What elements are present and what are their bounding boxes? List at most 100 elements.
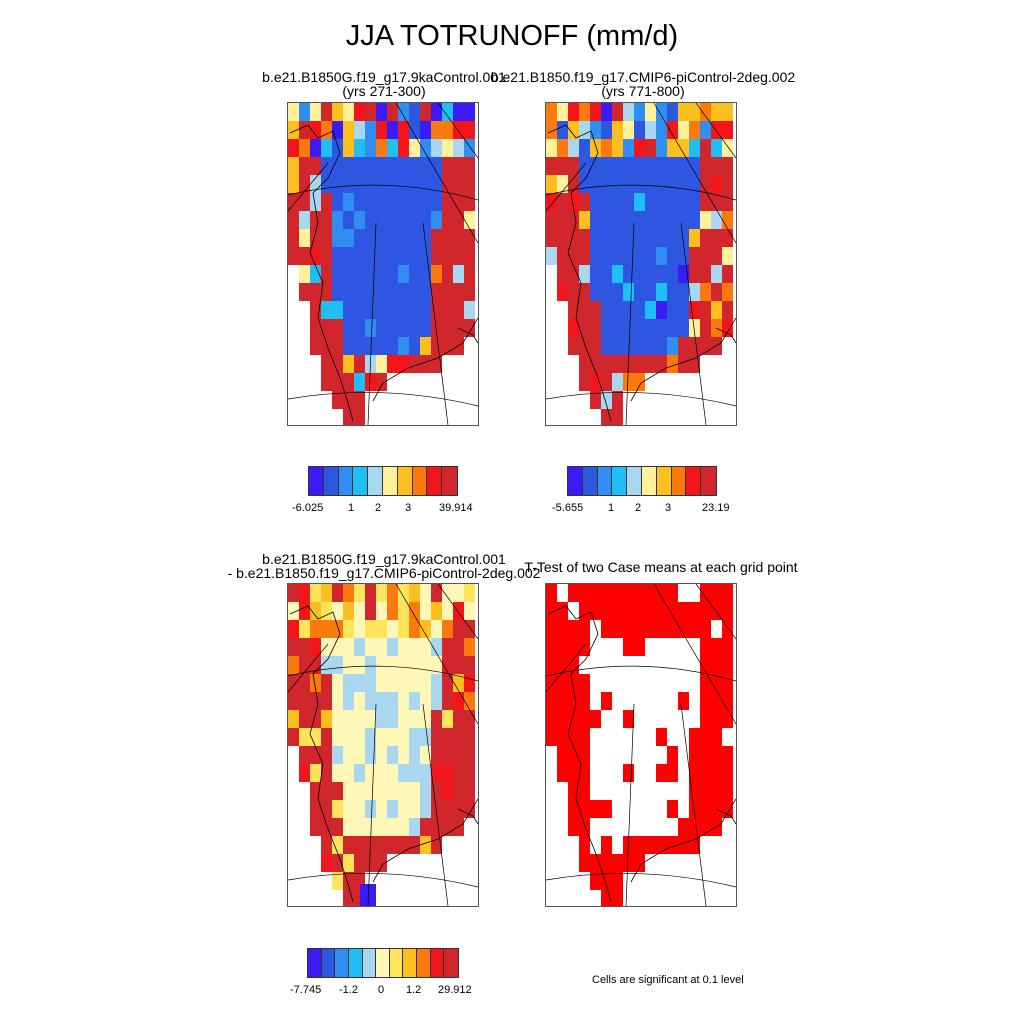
- grid-cell: [442, 229, 453, 247]
- grid-cell: [387, 265, 398, 283]
- grid-cell: [332, 229, 343, 247]
- grid-cell: [442, 157, 453, 175]
- grid-cell: [689, 103, 700, 121]
- grid-cell: [464, 620, 475, 638]
- grid-cell: [678, 818, 689, 836]
- grid-cell: [568, 175, 579, 193]
- grid-cell: [442, 121, 453, 139]
- grid-cell: [689, 265, 700, 283]
- grid-cell: [700, 193, 711, 211]
- grid-cell: [354, 674, 365, 692]
- grid-cell: [667, 247, 678, 265]
- grid-cell: [409, 602, 420, 620]
- grid-cell: [420, 355, 431, 373]
- grid-cell: [343, 319, 354, 337]
- grid-cell: [409, 764, 420, 782]
- grid-cell: [398, 800, 409, 818]
- grid-cell: [656, 103, 667, 121]
- panel-title-ttest: T-Test of two Case means at each grid po…: [496, 560, 826, 574]
- grid-cell: [634, 139, 645, 157]
- grid-cell: [722, 121, 733, 139]
- grid-cell: [332, 103, 343, 121]
- grid-cell: [442, 800, 453, 818]
- grid-cell: [579, 746, 590, 764]
- grid-cell: [645, 319, 656, 337]
- grid-cell: [442, 283, 453, 301]
- colorbar-tick-label: 0: [378, 984, 385, 996]
- grid-cell: [310, 692, 321, 710]
- colorbar-swatch: [323, 467, 339, 495]
- grid-cell: [590, 121, 601, 139]
- grid-cell: [332, 355, 343, 373]
- grid-cell: [343, 710, 354, 728]
- grid-cell: [398, 211, 409, 229]
- grid-cell: [420, 283, 431, 301]
- grid-cell: [332, 337, 343, 355]
- colorbar-swatch: [430, 949, 445, 977]
- grid-cell: [376, 229, 387, 247]
- grid-cell: [343, 229, 354, 247]
- grid-cell: [409, 121, 420, 139]
- grid-cell: [634, 265, 645, 283]
- grid-cell: [464, 265, 475, 283]
- grid-cell: [360, 884, 376, 906]
- grid-cell: [365, 103, 376, 121]
- grid-cell: [656, 121, 667, 139]
- grid-cell: [689, 193, 700, 211]
- grid-cell: [365, 157, 376, 175]
- grid-cell: [442, 319, 453, 337]
- grid-cell: [288, 247, 299, 265]
- grid-cell: [365, 746, 376, 764]
- grid-cell: [612, 211, 623, 229]
- grid-cell: [420, 319, 431, 337]
- grid-cell: [678, 620, 689, 638]
- grid-cell: [431, 193, 442, 211]
- grid-cell: [332, 319, 343, 337]
- colorbar-swatch: [568, 467, 583, 495]
- grid-cell: [332, 620, 343, 638]
- grid-cell: [398, 355, 409, 373]
- grid-cell: [667, 139, 678, 157]
- grid-cell: [689, 175, 700, 193]
- grid-cell: [601, 247, 612, 265]
- grid-cell: [464, 674, 475, 692]
- grid-cell: [568, 638, 579, 656]
- grid-cell: [343, 409, 354, 425]
- grid-cell: [420, 121, 431, 139]
- grid-cell: [420, 337, 431, 355]
- grid-cell: [431, 764, 442, 782]
- grid-cell: [689, 800, 700, 818]
- colorbar-swatch: [338, 467, 354, 495]
- grid-cell: [343, 728, 354, 746]
- grid-cell: [288, 139, 299, 157]
- grid-cell: [700, 229, 711, 247]
- grid-cell: [299, 692, 310, 710]
- colorbar-swatch: [412, 467, 428, 495]
- grid-cell: [365, 265, 376, 283]
- grid-cell: [612, 283, 623, 301]
- grid-cell: [634, 836, 645, 854]
- grid-cell: [568, 211, 579, 229]
- graticule-line: [546, 162, 587, 212]
- grid-cell: [579, 782, 590, 800]
- grid-cell: [387, 728, 398, 746]
- graticule-line: [395, 584, 478, 725]
- grid-cell: [409, 355, 420, 373]
- grid-cell: [376, 584, 387, 602]
- colorbar-swatch: [382, 467, 398, 495]
- grid-cell: [354, 638, 365, 656]
- diff-case2-name: - b.e21.B1850.f19_g17.CMIP6-piControl-2d…: [227, 565, 541, 581]
- grid-cell: [700, 247, 711, 265]
- grid-cell: [288, 638, 299, 656]
- graticule-line: [625, 222, 635, 425]
- grid-cell: [332, 854, 343, 872]
- grid-cell: [689, 211, 700, 229]
- grid-cell: [453, 283, 464, 301]
- grid-cell: [299, 175, 310, 193]
- grid-cell: [722, 283, 733, 301]
- grid-cell: [667, 301, 678, 319]
- grid-cell: [442, 746, 453, 764]
- grid-cell: [667, 211, 678, 229]
- grid-cell: [700, 602, 711, 620]
- grid-cell: [365, 656, 376, 674]
